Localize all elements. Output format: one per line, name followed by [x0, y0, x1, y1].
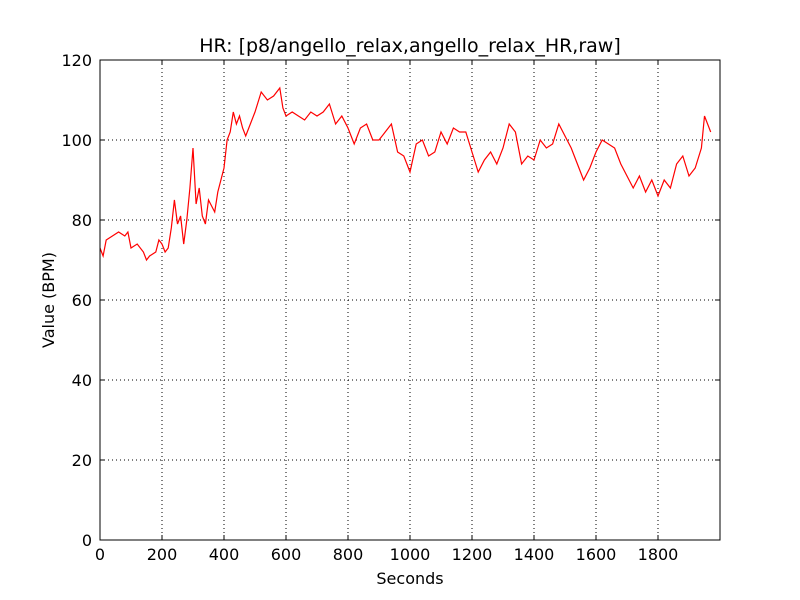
y-tick-label: 0 [82, 531, 92, 550]
y-tick-label: 20 [72, 451, 92, 470]
y-axis-label: Value (BPM) [39, 252, 58, 348]
x-axis-label: Seconds [376, 569, 443, 588]
x-tick-label: 800 [333, 545, 364, 564]
y-tick-label: 100 [61, 131, 92, 150]
chart-title: HR: [p8/angello_relax,angello_relax_HR,r… [199, 35, 621, 57]
y-tick-label: 60 [72, 291, 92, 310]
y-tick-label: 80 [72, 211, 92, 230]
x-tick-label: 0 [95, 545, 105, 564]
plot-frame [99, 59, 721, 541]
x-tick-label: 1800 [638, 545, 679, 564]
x-tick-label: 1600 [576, 545, 617, 564]
x-tick-label: 1200 [452, 545, 493, 564]
x-tick-label: 200 [147, 545, 178, 564]
x-tick-label: 1400 [514, 545, 555, 564]
y-tick-label: 120 [61, 51, 92, 70]
data-line [99, 86, 712, 262]
x-tick-label: 400 [209, 545, 240, 564]
x-tick-label: 600 [271, 545, 302, 564]
x-tick-label: 1000 [390, 545, 431, 564]
y-tick-label: 40 [72, 371, 92, 390]
